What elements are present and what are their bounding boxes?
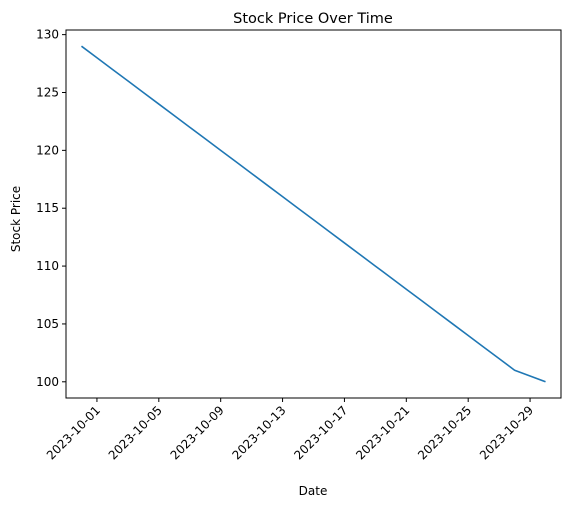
x-tick-label: 2023-10-01 bbox=[44, 403, 103, 462]
y-tick-label: 105 bbox=[36, 317, 59, 331]
series-line bbox=[80, 45, 546, 383]
axes-frame bbox=[65, 29, 562, 399]
x-axis-label: Date bbox=[299, 484, 328, 498]
y-tick-label: 110 bbox=[36, 259, 59, 273]
x-tick-label: 2023-10-09 bbox=[168, 403, 227, 462]
y-tick-label: 115 bbox=[36, 201, 59, 215]
x-tick-label: 2023-10-13 bbox=[229, 403, 288, 462]
x-tick-label: 2023-10-29 bbox=[477, 403, 536, 462]
x-tick-label: 2023-10-17 bbox=[291, 403, 350, 462]
x-tick-label: 2023-10-25 bbox=[415, 403, 474, 462]
y-axis-label: Stock Price bbox=[9, 186, 23, 252]
x-tick-label: 2023-10-05 bbox=[106, 403, 165, 462]
y-tick-label: 120 bbox=[36, 143, 59, 157]
chart-title: Stock Price Over Time bbox=[233, 11, 393, 27]
y-tick-label: 100 bbox=[36, 375, 59, 389]
y-tick-label: 130 bbox=[36, 28, 59, 42]
y-tick-label: 125 bbox=[36, 85, 59, 99]
x-tick-label: 2023-10-21 bbox=[353, 403, 412, 462]
